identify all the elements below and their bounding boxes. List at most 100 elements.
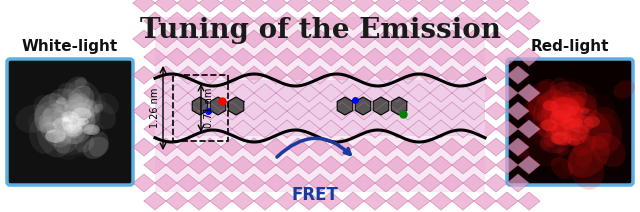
Polygon shape [210,120,232,138]
Text: 1.26 nm: 1.26 nm [150,88,160,128]
Ellipse shape [69,128,81,138]
Ellipse shape [564,104,574,112]
Polygon shape [364,120,386,138]
Polygon shape [485,174,507,192]
Ellipse shape [575,84,596,113]
Polygon shape [254,48,276,66]
Polygon shape [463,0,485,12]
Text: Tuning of the Emission: Tuning of the Emission [140,17,500,44]
Polygon shape [254,120,276,138]
Polygon shape [133,174,155,192]
Ellipse shape [519,131,563,166]
Ellipse shape [63,118,81,137]
Ellipse shape [543,114,559,132]
Ellipse shape [554,121,573,135]
Ellipse shape [547,99,564,121]
Ellipse shape [60,110,73,123]
Ellipse shape [547,95,586,125]
Polygon shape [496,156,518,174]
Ellipse shape [52,101,66,112]
Ellipse shape [74,120,86,127]
Polygon shape [408,84,430,102]
Ellipse shape [61,116,84,131]
Ellipse shape [566,98,577,107]
Polygon shape [188,120,210,138]
Polygon shape [331,174,353,192]
Polygon shape [507,138,529,156]
Polygon shape [375,138,397,156]
Ellipse shape [78,113,89,125]
Polygon shape [320,192,342,210]
Polygon shape [337,97,353,115]
Polygon shape [210,48,232,66]
Polygon shape [232,156,254,174]
Polygon shape [221,66,243,84]
Polygon shape [221,138,243,156]
Bar [155,80,485,136]
Ellipse shape [42,104,66,135]
Ellipse shape [83,124,100,135]
Ellipse shape [63,114,74,122]
Ellipse shape [68,120,76,124]
Ellipse shape [564,134,577,146]
Polygon shape [309,102,331,120]
Ellipse shape [55,99,68,114]
Polygon shape [188,156,210,174]
Polygon shape [496,12,518,30]
Polygon shape [276,156,298,174]
Polygon shape [507,0,529,12]
Polygon shape [430,12,452,30]
Ellipse shape [540,133,570,153]
Polygon shape [331,0,353,12]
Ellipse shape [550,121,578,146]
Polygon shape [430,192,452,210]
Polygon shape [331,66,353,84]
Polygon shape [518,156,540,174]
Text: Red-light: Red-light [531,39,609,54]
Polygon shape [210,156,232,174]
Ellipse shape [74,99,100,130]
Ellipse shape [570,96,598,123]
Ellipse shape [61,117,69,122]
Polygon shape [309,0,331,12]
Polygon shape [265,66,287,84]
Polygon shape [210,97,226,115]
Polygon shape [441,138,463,156]
Polygon shape [353,0,375,12]
Polygon shape [199,174,221,192]
Polygon shape [287,30,309,48]
Polygon shape [364,12,386,30]
Ellipse shape [68,125,76,130]
Polygon shape [408,192,430,210]
Polygon shape [386,120,408,138]
Ellipse shape [572,94,614,135]
Polygon shape [419,0,441,12]
Polygon shape [441,0,463,12]
Polygon shape [188,12,210,30]
Polygon shape [452,120,474,138]
Polygon shape [320,156,342,174]
Ellipse shape [550,97,580,118]
Polygon shape [254,192,276,210]
Polygon shape [386,84,408,102]
Polygon shape [265,174,287,192]
Polygon shape [199,0,221,12]
Ellipse shape [83,137,109,159]
Polygon shape [309,30,331,48]
Polygon shape [408,12,430,30]
Ellipse shape [544,136,559,147]
Ellipse shape [72,98,100,135]
Polygon shape [353,138,375,156]
Polygon shape [232,12,254,30]
Polygon shape [419,138,441,156]
Polygon shape [265,138,287,156]
Polygon shape [309,138,331,156]
Polygon shape [397,138,419,156]
Polygon shape [298,84,320,102]
Polygon shape [342,120,364,138]
Polygon shape [298,156,320,174]
Polygon shape [188,192,210,210]
Polygon shape [463,66,485,84]
Ellipse shape [550,77,570,104]
Polygon shape [353,174,375,192]
